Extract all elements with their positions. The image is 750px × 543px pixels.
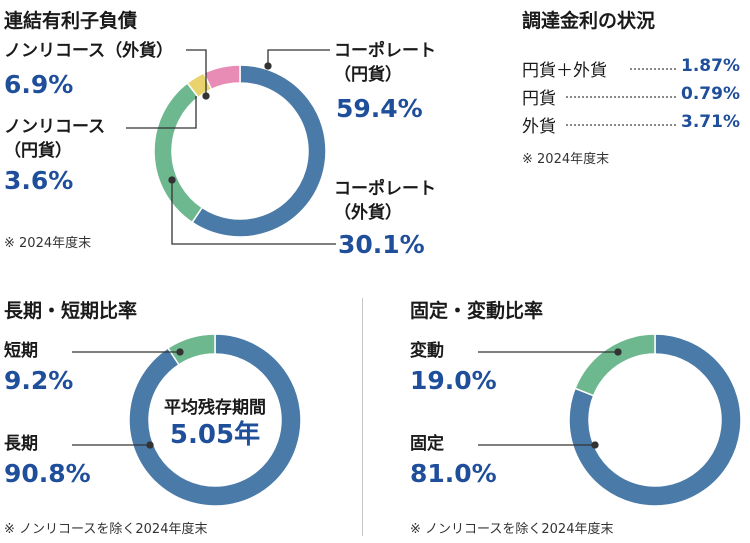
value-long: 90.8% bbox=[4, 459, 91, 488]
rates-note: ※ 2024年度末 bbox=[522, 152, 610, 167]
ratetype-slice-1 bbox=[574, 333, 656, 397]
term-slice-1 bbox=[166, 333, 216, 366]
label-fixed: 固定 bbox=[410, 434, 444, 454]
rate-type-donut bbox=[568, 333, 742, 507]
leader-corp-fx-dot bbox=[168, 176, 176, 184]
leader-corp-jpy bbox=[267, 49, 330, 66]
rate-label: 円貨 bbox=[522, 89, 556, 109]
value-short: 9.2% bbox=[4, 366, 74, 395]
value-corp-jpy: 59.4% bbox=[336, 94, 423, 123]
debt-note: ※ 2024年度末 bbox=[4, 236, 92, 251]
label-nr-jpy-sub: （円貨） bbox=[4, 141, 72, 161]
ratetype-title: 固定・変動比率 bbox=[410, 300, 544, 322]
debt-slice-1 bbox=[153, 81, 204, 224]
rate-label: 円貨＋外貨 bbox=[522, 61, 607, 81]
leader-corp-jpy-dot bbox=[264, 62, 272, 70]
rates-title: 調達金利の状況 bbox=[522, 10, 656, 32]
label-corp-jpy-sub: （円貨） bbox=[334, 65, 402, 85]
leader-floating-dot bbox=[614, 348, 622, 356]
avg-maturity-value: 5.05年 bbox=[169, 420, 261, 450]
rate-leader-dots bbox=[566, 124, 676, 126]
leader-nr-fx bbox=[186, 49, 207, 96]
value-nr-fx: 6.9% bbox=[4, 70, 74, 99]
rate-row-jpy: 円貨 0.79% bbox=[522, 84, 740, 109]
leader-lines bbox=[72, 49, 622, 449]
label-short: 短期 bbox=[4, 341, 38, 361]
debt-slice-0 bbox=[191, 64, 327, 238]
label-corp-jpy: コーポレート bbox=[334, 41, 436, 61]
debt-donut bbox=[153, 64, 327, 238]
section-divider bbox=[362, 298, 363, 536]
rate-row-total: 円貨＋外貨 1.87% bbox=[522, 56, 740, 81]
leader-long-dot bbox=[146, 441, 154, 449]
label-long: 長期 bbox=[4, 434, 38, 454]
rate-value: 0.79% bbox=[681, 84, 740, 104]
rate-leader-dots bbox=[566, 96, 676, 98]
rate-row-fx: 外貨 3.71% bbox=[522, 112, 740, 137]
label-corp-fx-sub: （外貨） bbox=[334, 203, 402, 223]
term-slice-0 bbox=[128, 333, 302, 507]
label-corp-fx: コーポレート bbox=[334, 179, 436, 199]
debt-title: 連結有利子負債 bbox=[4, 10, 138, 32]
term-note: ※ ノンリコースを除く2024年度末 bbox=[4, 522, 208, 537]
value-floating: 19.0% bbox=[410, 366, 497, 395]
leader-nr-jpy bbox=[126, 96, 197, 129]
rate-leader-dots bbox=[630, 68, 676, 70]
value-corp-fx: 30.1% bbox=[338, 230, 425, 259]
avg-maturity-label: 平均残存期間 bbox=[164, 398, 266, 418]
value-nr-jpy: 3.6% bbox=[4, 166, 74, 195]
leader-short-dot bbox=[176, 348, 184, 356]
leader-nr-fx-dot bbox=[202, 92, 210, 100]
ratetype-note: ※ ノンリコースを除く2024年度末 bbox=[410, 522, 614, 537]
term-donut bbox=[128, 333, 302, 507]
debt-slice-3 bbox=[202, 64, 241, 91]
label-floating: 変動 bbox=[410, 341, 444, 361]
rate-value: 3.71% bbox=[681, 112, 740, 132]
value-fixed: 81.0% bbox=[410, 459, 497, 488]
term-title: 長期・短期比率 bbox=[4, 300, 138, 322]
leader-fixed-dot bbox=[591, 441, 599, 449]
leader-corp-fx bbox=[171, 180, 336, 245]
rate-label: 外貨 bbox=[522, 117, 556, 137]
label-nr-fx: ノンリコース（外貨） bbox=[4, 41, 174, 61]
rate-value: 1.87% bbox=[681, 56, 740, 76]
label-nr-jpy: ノンリコース bbox=[4, 117, 106, 137]
ratetype-slice-0 bbox=[568, 333, 742, 507]
